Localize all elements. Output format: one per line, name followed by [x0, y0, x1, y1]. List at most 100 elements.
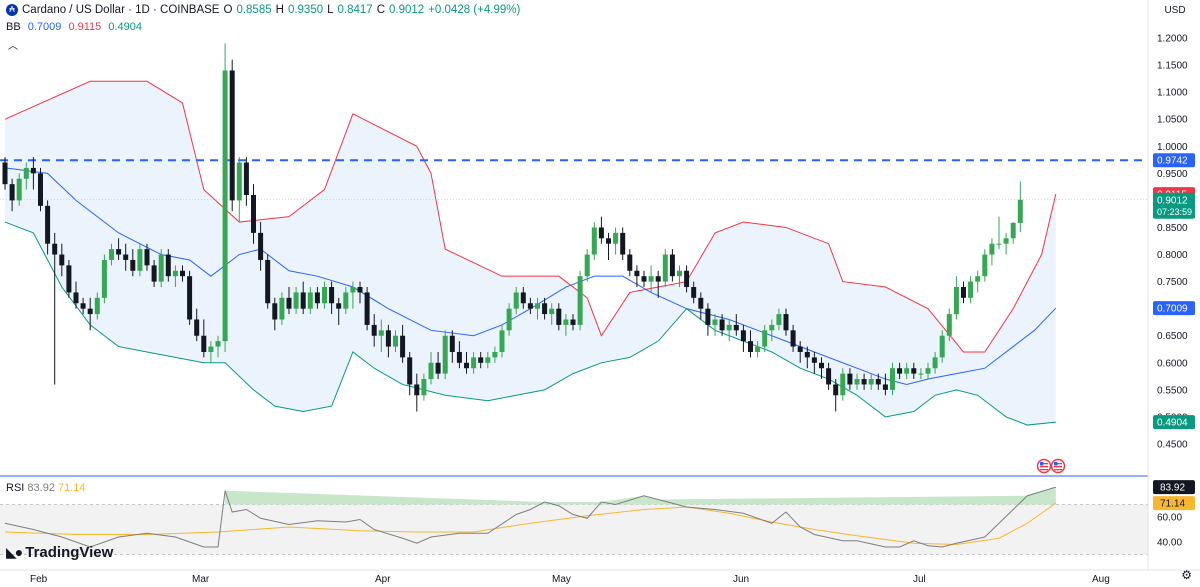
candle	[456, 341, 462, 369]
candle	[364, 287, 370, 331]
settings-gear-icon[interactable]: ⚙	[1181, 568, 1192, 582]
flag-stripe	[1040, 469, 1048, 471]
candle	[2, 157, 8, 190]
cardano-logo-icon: ₳	[6, 4, 18, 16]
candle	[180, 265, 185, 282]
candle-body	[861, 379, 867, 385]
candle-body	[513, 292, 519, 309]
candle	[953, 276, 959, 320]
candle	[464, 351, 469, 374]
candle-body	[854, 379, 860, 385]
candle	[151, 259, 157, 288]
rsi-legend[interactable]: RSI 83.92 71.14	[6, 482, 86, 494]
candle-body	[144, 249, 150, 266]
candle-body	[385, 330, 391, 347]
flag-stripe	[1054, 466, 1062, 468]
candle-body	[982, 254, 988, 277]
candle	[428, 351, 434, 385]
candle	[840, 368, 846, 401]
candle-body	[222, 70, 228, 342]
candle	[109, 243, 114, 266]
time-label-feb: Feb	[30, 574, 48, 585]
candle	[556, 303, 562, 331]
price-tick-label: 1.2000	[1157, 34, 1188, 45]
candle-body	[229, 70, 235, 201]
candle-body	[641, 276, 647, 282]
candle	[307, 287, 313, 315]
resistance-price-tag: 0.9742	[1153, 153, 1195, 168]
candle-body	[925, 368, 931, 374]
candle	[826, 362, 832, 390]
candle-body	[251, 194, 256, 233]
candle-body	[130, 259, 136, 271]
candle	[719, 314, 725, 336]
candle	[165, 249, 171, 282]
candle-body	[726, 324, 732, 331]
candle-body	[549, 308, 555, 315]
candle-body	[542, 303, 548, 315]
candle-body	[478, 357, 484, 363]
candle-body	[797, 346, 803, 352]
candle	[236, 157, 242, 223]
candle	[187, 270, 193, 325]
price-tick-label: 1.0000	[1157, 142, 1188, 153]
bb-basis-price-tag: 0.7009	[1153, 301, 1195, 316]
candle-body	[705, 308, 711, 325]
candle-body	[804, 351, 810, 358]
candle-body	[669, 254, 675, 277]
bb-lower-line	[4, 221, 1056, 426]
candle	[527, 297, 533, 315]
candle	[87, 297, 93, 331]
candle	[975, 270, 981, 293]
event-markers[interactable]	[1036, 458, 1066, 474]
candle	[882, 373, 888, 396]
candle-body	[456, 351, 462, 363]
candle	[833, 379, 839, 412]
time-axis[interactable]: Feb Mar Apr May Jun Jul Aug	[30, 574, 1110, 585]
candle-body	[293, 292, 299, 309]
high-label: H	[275, 4, 284, 16]
candle	[996, 216, 1002, 250]
bb-label: BB	[6, 21, 21, 33]
candle-body	[677, 270, 682, 277]
flag-canton	[1040, 462, 1044, 466]
candle-body	[435, 362, 441, 374]
candle	[265, 254, 271, 309]
collapse-legend-icon[interactable]: ︿	[8, 41, 18, 52]
candle	[549, 303, 555, 325]
candle	[925, 362, 931, 380]
candle-body	[279, 297, 285, 320]
candle	[30, 157, 36, 190]
currency-selector[interactable]: USD	[1164, 5, 1186, 16]
candle-body	[485, 357, 491, 363]
candle-body	[322, 287, 327, 304]
candle	[684, 265, 690, 293]
tradingview-logo[interactable]: ◣● TradingView	[6, 544, 113, 561]
candle-body	[698, 297, 704, 309]
candle-body	[109, 249, 114, 260]
candle-body	[66, 265, 72, 293]
candle	[73, 281, 79, 309]
candle	[378, 319, 384, 352]
bb-legend[interactable]: BB 0.7009 0.9115 0.4904	[6, 21, 146, 33]
candle-body	[776, 314, 782, 325]
candle-body	[492, 351, 498, 358]
rsi-label: RSI	[6, 482, 25, 494]
price-axis[interactable]: 1.2000 1.1500 1.1000 1.0500 1.0000 0.9500 0.85…	[1153, 34, 1195, 549]
symbol-title[interactable]: Cardano / US Dollar · 1D · COINBASE	[22, 4, 220, 16]
candle	[819, 357, 824, 380]
candle-body	[343, 292, 349, 309]
candle	[634, 265, 640, 288]
candle-body	[634, 270, 640, 277]
candle	[755, 341, 761, 358]
candle-body	[400, 335, 406, 358]
candle-body	[16, 178, 22, 201]
candle	[400, 324, 406, 363]
candle	[279, 292, 285, 325]
candle	[52, 232, 58, 385]
candle	[769, 319, 775, 342]
candle-body	[1003, 238, 1009, 244]
candle	[506, 303, 512, 336]
